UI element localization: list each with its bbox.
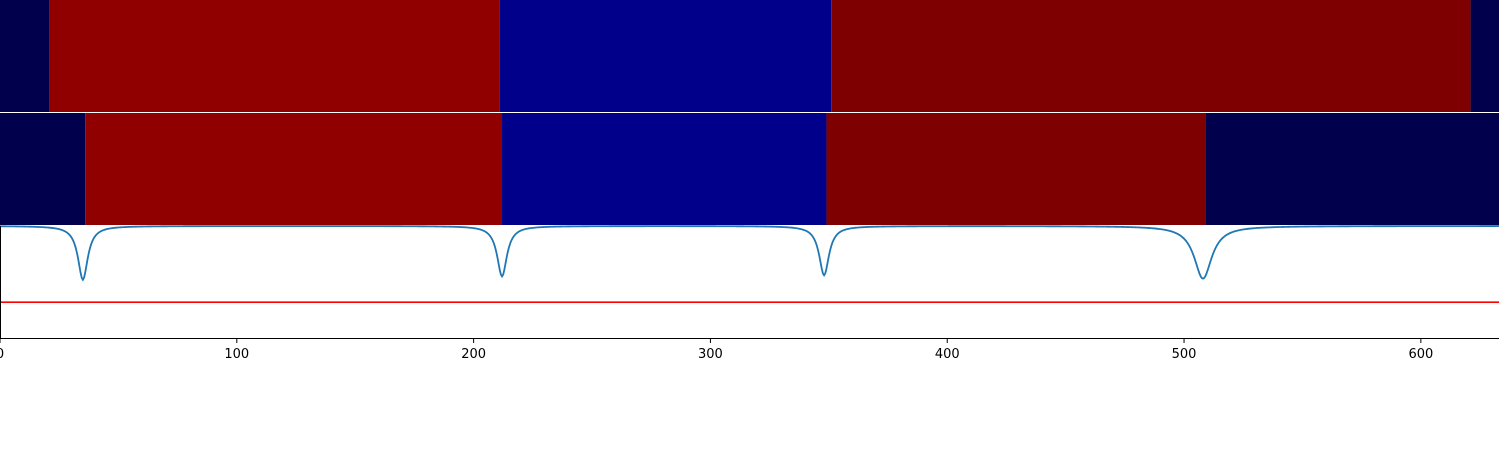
segment-2-5 bbox=[1205, 113, 1499, 225]
x-tick-label-0: 0 bbox=[0, 347, 4, 362]
segment-row-1 bbox=[0, 0, 1499, 112]
segment-2-2 bbox=[85, 113, 502, 225]
x-axis: 0 100 200 300 400 500 600 bbox=[0, 338, 1433, 362]
curve-panel-background bbox=[0, 226, 1499, 338]
segment-1-3 bbox=[500, 0, 832, 112]
segment-1-2 bbox=[50, 0, 500, 112]
segment-1-5 bbox=[1471, 0, 1499, 112]
segment-1-1 bbox=[0, 0, 50, 112]
x-tick-label-300: 300 bbox=[698, 347, 723, 362]
segment-2-3 bbox=[502, 113, 826, 225]
x-tick-label-600: 600 bbox=[1408, 347, 1433, 362]
segment-1-4 bbox=[831, 0, 1470, 112]
x-tick-label-400: 400 bbox=[935, 347, 960, 362]
x-tick-label-100: 100 bbox=[224, 347, 249, 362]
curve-panel bbox=[0, 226, 1499, 339]
x-tick-label-500: 500 bbox=[1172, 347, 1197, 362]
segment-2-1 bbox=[0, 113, 85, 225]
segment-row-2 bbox=[0, 113, 1499, 225]
x-tick-label-200: 200 bbox=[461, 347, 486, 362]
segment-2-4 bbox=[826, 113, 1205, 225]
